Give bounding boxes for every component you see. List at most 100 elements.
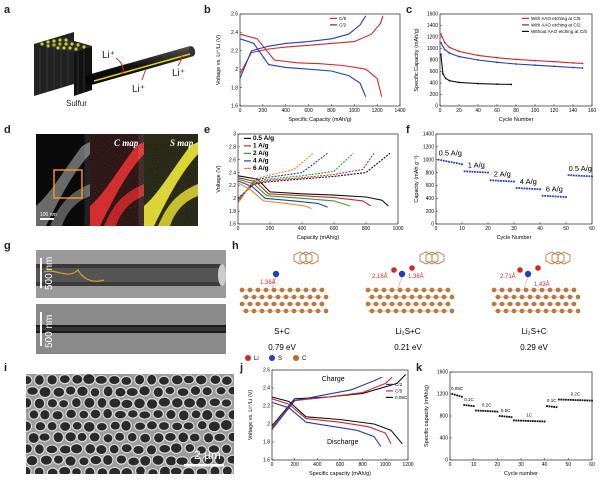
data-point bbox=[553, 65, 555, 68]
pore bbox=[227, 455, 234, 464]
data-point bbox=[567, 174, 570, 177]
pore bbox=[177, 388, 189, 396]
carbon-atom bbox=[303, 287, 309, 293]
rate-label: 1C bbox=[526, 412, 533, 417]
y-tick-label: 1200 bbox=[423, 145, 434, 151]
y-tick-label: 1400 bbox=[423, 132, 434, 138]
x-tick-label: 1400 bbox=[394, 108, 405, 114]
data-point bbox=[448, 46, 451, 49]
carbon-atom bbox=[547, 287, 553, 293]
x-tick-label: 50 bbox=[563, 226, 569, 232]
carbon-ring bbox=[431, 251, 445, 265]
panel-a-schematic: Li⁺ Li⁺ Li⁺ Sulfur bbox=[34, 32, 196, 108]
data-point bbox=[579, 399, 582, 402]
carbon-atom bbox=[437, 301, 443, 307]
pore bbox=[26, 444, 32, 453]
pore bbox=[40, 455, 52, 465]
data-point bbox=[497, 179, 500, 182]
pore bbox=[59, 445, 71, 454]
carbon-atom bbox=[397, 301, 403, 307]
pore bbox=[171, 375, 183, 385]
x-tick-label: 800 bbox=[327, 108, 336, 114]
carbon-atom bbox=[567, 294, 573, 300]
y-tick-label: 2.2 bbox=[229, 183, 236, 189]
carbon-atom bbox=[291, 294, 297, 300]
data-point bbox=[448, 160, 450, 163]
pore bbox=[35, 375, 44, 385]
panel-i-sem-image: 2 µm bbox=[26, 374, 234, 474]
x-tick-label: 50 bbox=[566, 462, 572, 468]
carbon-atom bbox=[239, 287, 245, 293]
y-tick-label: 0 bbox=[435, 104, 438, 110]
data-point bbox=[479, 171, 482, 174]
pore bbox=[26, 456, 38, 466]
panel-g-tem-bottom: 500 nm bbox=[36, 304, 226, 354]
data-point bbox=[456, 394, 458, 397]
carbon-ring bbox=[425, 251, 439, 265]
series-line-4 bbox=[237, 182, 312, 210]
bond-length-2: 2.16Å bbox=[372, 273, 388, 280]
data-point bbox=[546, 405, 548, 407]
pore bbox=[190, 456, 201, 465]
pore bbox=[90, 388, 100, 397]
pore bbox=[159, 445, 171, 453]
y-tick-label: 2.2 bbox=[231, 49, 238, 55]
data-point bbox=[442, 159, 445, 162]
carbon-atom bbox=[251, 308, 257, 314]
pore bbox=[185, 444, 195, 452]
x-tick-label: 1000 bbox=[380, 462, 391, 468]
x-tick-label: 100 bbox=[531, 108, 540, 114]
carbon-atom bbox=[271, 301, 277, 307]
legend-li: Li bbox=[254, 356, 259, 362]
pore bbox=[52, 411, 63, 420]
carbon-atom bbox=[491, 287, 497, 293]
carbon-atom bbox=[267, 294, 273, 300]
data-point bbox=[526, 187, 528, 190]
legend-label: C/2 bbox=[395, 382, 403, 387]
series-line-0 bbox=[239, 33, 383, 97]
x-tick-label: 1200 bbox=[402, 462, 413, 468]
legend-label: With AAO etching at C/5 bbox=[531, 16, 581, 21]
pore bbox=[158, 422, 169, 430]
y-tick-label: 2 bbox=[233, 196, 236, 202]
data-point bbox=[543, 420, 546, 423]
pore bbox=[190, 386, 201, 395]
data-point bbox=[466, 170, 469, 173]
data-point bbox=[524, 419, 527, 422]
x-tick-label: 0 bbox=[239, 108, 242, 114]
y-tick-label: 1600 bbox=[437, 370, 448, 376]
x-tick-label: 120 bbox=[550, 108, 559, 114]
rate-label: 0.05C bbox=[451, 386, 464, 391]
carbon-atom bbox=[255, 301, 261, 307]
rate-label: 0.2C bbox=[571, 392, 581, 397]
y-tick-label: 2.2 bbox=[263, 404, 270, 410]
carbon-atom bbox=[499, 287, 505, 293]
y-tick-label: 400 bbox=[430, 81, 439, 87]
pore bbox=[27, 387, 38, 395]
annotation-charge: Charge bbox=[322, 376, 345, 383]
carbon-atom bbox=[539, 301, 545, 307]
pore bbox=[121, 420, 131, 431]
structure-2-energy: 0.21 eV bbox=[394, 343, 422, 352]
carbon-atom bbox=[429, 301, 435, 307]
carbon-atom bbox=[295, 301, 301, 307]
data-point bbox=[501, 415, 503, 418]
pore bbox=[228, 386, 234, 395]
data-point bbox=[510, 83, 513, 86]
pore bbox=[171, 443, 182, 453]
y-axis-label: Voltage vs. Li⁺/Li (V) bbox=[215, 35, 222, 85]
y-tick-label: 2.6 bbox=[229, 157, 236, 163]
carbon-atom bbox=[429, 287, 435, 293]
carbon-atom bbox=[389, 301, 395, 307]
series-line-0 bbox=[440, 33, 583, 64]
data-point bbox=[528, 187, 531, 190]
x-tick-label: 1200 bbox=[372, 108, 383, 114]
pore bbox=[103, 434, 113, 443]
bond-length-5: 1.43Å bbox=[534, 281, 550, 288]
data-point bbox=[455, 162, 458, 165]
rate-label: 0.5 A/g bbox=[569, 164, 592, 173]
carbon-atom bbox=[271, 287, 277, 293]
data-point bbox=[572, 399, 574, 401]
data-point bbox=[491, 410, 494, 413]
data-point bbox=[567, 398, 570, 401]
